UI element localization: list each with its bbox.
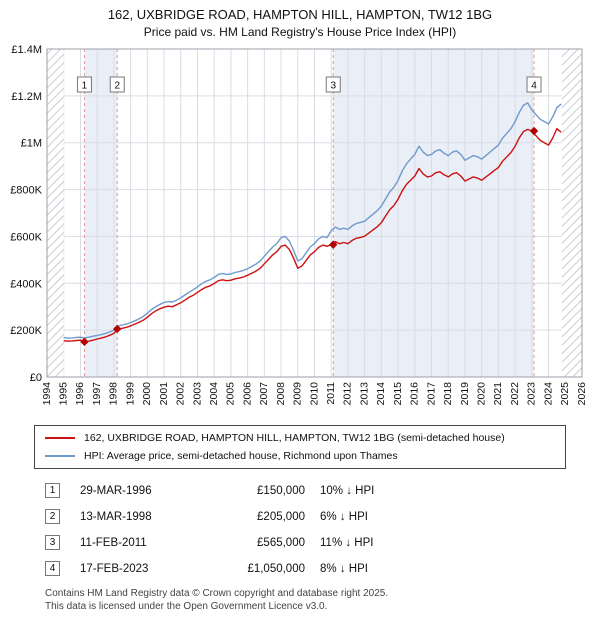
ownership-band bbox=[333, 49, 535, 377]
transaction-row: 2 13-MAR-1998 £205,000 6% ↓ HPI bbox=[45, 509, 600, 524]
x-tick-label: 2016 bbox=[409, 382, 421, 406]
x-tick-label: 2010 bbox=[308, 382, 320, 406]
property-line bbox=[63, 127, 562, 343]
x-tick-label: 2021 bbox=[492, 382, 504, 406]
sale-number-box bbox=[109, 76, 125, 93]
y-tick-label: £600K bbox=[10, 231, 42, 243]
transaction-number: 2 bbox=[45, 509, 60, 524]
y-tick-label: £800K bbox=[10, 185, 42, 197]
legend-label-property: 162, UXBRIDGE ROAD, HAMPTON HILL, HAMPTO… bbox=[84, 432, 505, 444]
transaction-hpi-note: 8% ↓ HPI bbox=[320, 562, 368, 575]
transaction-date: 17-FEB-2023 bbox=[80, 562, 149, 575]
x-tick-label: 2012 bbox=[342, 382, 354, 406]
hpi-line-swatch-icon bbox=[45, 455, 75, 457]
x-tick-label: 2001 bbox=[158, 382, 170, 406]
x-tick-label: 2000 bbox=[141, 382, 153, 406]
x-tick-label: 2019 bbox=[459, 382, 471, 406]
transaction-row: 3 11-FEB-2011 £565,000 11% ↓ HPI bbox=[45, 535, 600, 550]
sale-number-box bbox=[325, 76, 341, 93]
transaction-hpi-note: 6% ↓ HPI bbox=[320, 510, 368, 523]
transaction-price: £150,000 bbox=[257, 484, 305, 497]
x-tick-label: 2002 bbox=[175, 382, 187, 406]
license-footer: Contains HM Land Registry data © Crown c… bbox=[45, 587, 600, 613]
y-tick-label: £1M bbox=[21, 138, 42, 150]
transaction-date: 13-MAR-1998 bbox=[80, 510, 152, 523]
transaction-number: 3 bbox=[45, 535, 60, 550]
transaction-number: 4 bbox=[45, 561, 60, 576]
x-tick-label: 2014 bbox=[375, 382, 387, 406]
legend-item-hpi: HPI: Average price, semi-detached house,… bbox=[35, 447, 565, 465]
transaction-price: £205,000 bbox=[257, 510, 305, 523]
x-tick-label: 2003 bbox=[191, 382, 203, 406]
x-tick-label: 1997 bbox=[91, 382, 103, 406]
svg-text:1: 1 bbox=[82, 81, 88, 92]
x-tick-label: 2011 bbox=[325, 382, 337, 405]
property-line-swatch-icon bbox=[45, 437, 75, 439]
y-tick-label: £200K bbox=[10, 325, 42, 337]
transaction-row: 1 29-MAR-1996 £150,000 10% ↓ HPI bbox=[45, 483, 600, 498]
x-tick-label: 2005 bbox=[225, 382, 237, 406]
x-tick-label: 2025 bbox=[559, 382, 571, 406]
sale-marker bbox=[80, 337, 89, 347]
x-tick-label: 2020 bbox=[475, 382, 487, 406]
y-tick-label: £400K bbox=[10, 278, 42, 290]
x-tick-label: 2013 bbox=[358, 382, 370, 406]
legend-item-property: 162, UXBRIDGE ROAD, HAMPTON HILL, HAMPTO… bbox=[35, 429, 565, 447]
svg-text:3: 3 bbox=[330, 81, 336, 92]
x-tick-label: 2024 bbox=[542, 382, 554, 406]
transaction-price: £1,050,000 bbox=[247, 562, 305, 575]
x-tick-label: 2015 bbox=[392, 382, 404, 406]
ownership-band bbox=[84, 49, 118, 377]
x-tick-label: 1995 bbox=[58, 382, 70, 406]
x-tick-label: 2026 bbox=[576, 382, 588, 406]
x-tick-label: 2009 bbox=[292, 382, 304, 406]
svg-text:2: 2 bbox=[114, 81, 120, 92]
transaction-hpi-note: 10% ↓ HPI bbox=[320, 484, 375, 497]
sale-number-box bbox=[526, 76, 542, 93]
sale-marker bbox=[329, 240, 338, 249]
x-tick-label: 1998 bbox=[108, 382, 120, 406]
transaction-row: 4 17-FEB-2023 £1,050,000 8% ↓ HPI bbox=[45, 561, 600, 576]
transaction-hpi-note: 11% ↓ HPI bbox=[320, 536, 374, 549]
y-tick-label: £1.2M bbox=[11, 91, 42, 103]
x-tick-label: 1996 bbox=[74, 382, 86, 406]
footer-line-2: This data is licensed under the Open Gov… bbox=[45, 601, 328, 612]
sale-number-box bbox=[76, 76, 92, 93]
x-tick-label: 2008 bbox=[275, 382, 287, 406]
transaction-number: 1 bbox=[45, 483, 60, 498]
page-subtitle: Price paid vs. HM Land Registry's House … bbox=[143, 25, 457, 39]
svg-text:4: 4 bbox=[531, 81, 537, 92]
sale-marker bbox=[113, 324, 122, 334]
transaction-date: 29-MAR-1996 bbox=[80, 484, 152, 497]
x-tick-label: 2022 bbox=[509, 382, 521, 406]
transaction-price: £565,000 bbox=[257, 536, 305, 549]
hpi-line bbox=[63, 102, 562, 339]
x-tick-label: 2006 bbox=[241, 382, 253, 406]
x-tick-label: 2017 bbox=[425, 382, 437, 406]
y-tick-label: £1.4M bbox=[11, 44, 42, 56]
transaction-date: 11-FEB-2011 bbox=[80, 536, 147, 549]
transaction-list: 1 29-MAR-1996 £150,000 10% ↓ HPI 2 13-MA… bbox=[45, 483, 600, 576]
x-tick-label: 2023 bbox=[526, 382, 538, 406]
footer-line-1: Contains HM Land Registry data © Crown c… bbox=[45, 588, 389, 599]
no-data-hatch-left bbox=[47, 49, 64, 377]
x-tick-label: 1994 bbox=[41, 382, 53, 406]
chart-legend: 162, UXBRIDGE ROAD, HAMPTON HILL, HAMPTO… bbox=[34, 425, 566, 469]
chart-header: 162, UXBRIDGE ROAD, HAMPTON HILL, HAMPTO… bbox=[0, 0, 600, 39]
x-tick-label: 1999 bbox=[124, 382, 136, 406]
x-tick-label: 2018 bbox=[442, 382, 454, 406]
legend-label-hpi: HPI: Average price, semi-detached house,… bbox=[84, 450, 398, 462]
page-title: 162, UXBRIDGE ROAD, HAMPTON HILL, HAMPTO… bbox=[107, 7, 493, 22]
price-chart: 1 2 3 4 £0 £200K £400K £600K £800K £1M £1.2M £1.4M 1… bbox=[10, 44, 588, 406]
x-tick-label: 2004 bbox=[208, 382, 220, 406]
no-data-hatch-right bbox=[561, 49, 582, 377]
y-tick-label: £0 bbox=[30, 372, 42, 384]
x-tick-label: 2007 bbox=[258, 382, 270, 406]
